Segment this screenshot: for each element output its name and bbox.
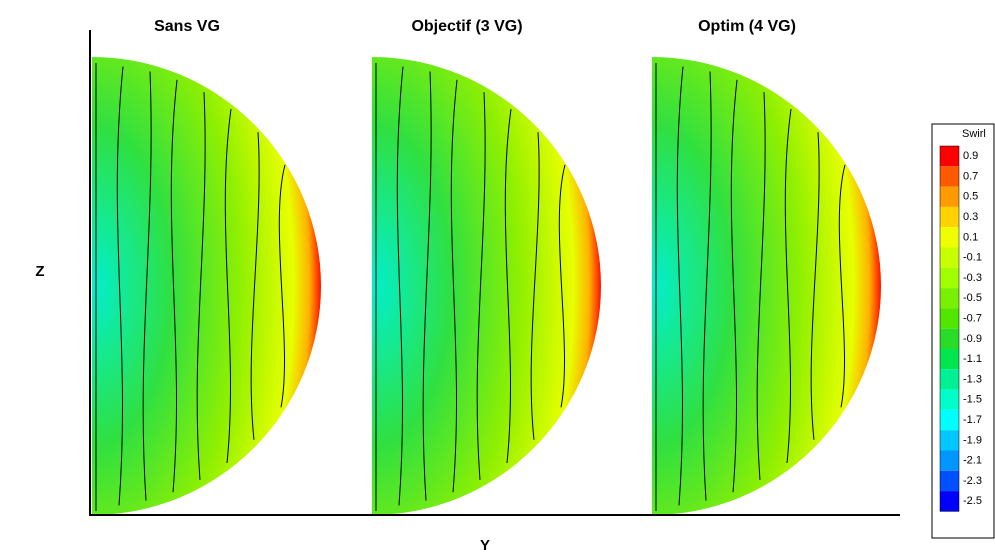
colorbar-label: 0.5 bbox=[963, 191, 978, 203]
colorbar-label: -1.1 bbox=[963, 353, 982, 365]
swirl-field bbox=[372, 57, 601, 515]
streamline bbox=[396, 66, 404, 506]
streamline bbox=[116, 66, 124, 506]
streamline bbox=[702, 71, 712, 501]
colorbar-label: -2.3 bbox=[963, 475, 982, 487]
streamline bbox=[756, 92, 766, 480]
streamline bbox=[450, 79, 458, 493]
contour-panel: Objectif (3 VG) bbox=[372, 18, 601, 515]
colorbar-label: -0.3 bbox=[963, 272, 982, 284]
streamline bbox=[730, 79, 738, 493]
colorbar-label: -2.5 bbox=[963, 495, 982, 507]
streamline bbox=[838, 164, 846, 408]
panels: Sans VG Objectif (3 VG) Optim (4 VG) bbox=[92, 18, 881, 515]
colorbar-swatch bbox=[940, 369, 959, 390]
colorbar-label: 0.1 bbox=[963, 231, 978, 243]
streamline bbox=[278, 164, 286, 408]
streamline bbox=[142, 71, 152, 501]
colorbar-swatch bbox=[940, 349, 959, 370]
streamline bbox=[170, 79, 178, 493]
colorbar-swatch bbox=[940, 146, 959, 167]
colorbar-label: -0.7 bbox=[963, 312, 982, 324]
colorbar-swatch bbox=[940, 328, 959, 349]
panel-title: Sans VG bbox=[154, 18, 220, 35]
panel-title: Objectif (3 VG) bbox=[411, 18, 522, 35]
x-axis-label: Y bbox=[480, 537, 490, 554]
swirl-field bbox=[652, 57, 881, 515]
colorbar-swatch bbox=[940, 206, 959, 228]
colorbar-swatch bbox=[940, 430, 959, 451]
panel-title: Optim (4 VG) bbox=[698, 18, 796, 35]
colorbar-swatch bbox=[940, 247, 959, 268]
streamline bbox=[558, 164, 566, 408]
colorbar-label: 0.3 bbox=[963, 211, 978, 223]
colorbar-swatch bbox=[940, 389, 959, 410]
swirl-field bbox=[92, 57, 321, 515]
streamline bbox=[530, 132, 540, 440]
colorbar-swatch bbox=[940, 491, 959, 512]
streamline bbox=[250, 132, 260, 440]
colorbar-swatch bbox=[940, 288, 959, 309]
streamline bbox=[784, 108, 792, 464]
colorbar-swatch bbox=[940, 470, 959, 492]
y-axis-label: Z bbox=[35, 263, 44, 280]
colorbar-swatch bbox=[940, 308, 959, 329]
colorbar-label: -0.9 bbox=[963, 333, 982, 345]
streamline bbox=[224, 108, 232, 464]
colorbar-label: 0.7 bbox=[963, 170, 978, 182]
colorbar-frame bbox=[939, 145, 960, 512]
streamline bbox=[810, 132, 820, 440]
streamline bbox=[676, 66, 684, 506]
colorbar-swatch bbox=[940, 267, 959, 289]
colorbar-swatch bbox=[940, 409, 959, 431]
colorbar-label: -1.3 bbox=[963, 373, 982, 385]
colorbar-title: Swirl bbox=[962, 128, 986, 140]
streamline bbox=[504, 108, 512, 464]
colorbar-label: -2.1 bbox=[963, 455, 982, 467]
colorbar-swatch bbox=[940, 166, 959, 187]
contour-panel: Sans VG bbox=[92, 18, 321, 515]
colorbar-label: -1.5 bbox=[963, 394, 982, 406]
streamline bbox=[422, 71, 432, 501]
colorbar-label: -1.7 bbox=[963, 414, 982, 426]
colorbar-swatch bbox=[940, 450, 959, 471]
colorbar-label: -1.9 bbox=[963, 434, 982, 446]
colorbar-label: 0.9 bbox=[963, 150, 978, 162]
colorbar-label: -0.5 bbox=[963, 292, 982, 304]
colorbar-label: -0.1 bbox=[963, 252, 982, 264]
contour-panel: Optim (4 VG) bbox=[652, 18, 881, 515]
colorbar-swatch bbox=[940, 186, 959, 207]
colorbar: 0.9 0.7 0.5 0.3 0.1 -0.1 -0.3 -0.5 -0.7 -0.9 -1.1 -… bbox=[939, 145, 982, 512]
streamline bbox=[196, 92, 206, 480]
streamline bbox=[476, 92, 486, 480]
colorbar-swatch bbox=[940, 227, 959, 248]
